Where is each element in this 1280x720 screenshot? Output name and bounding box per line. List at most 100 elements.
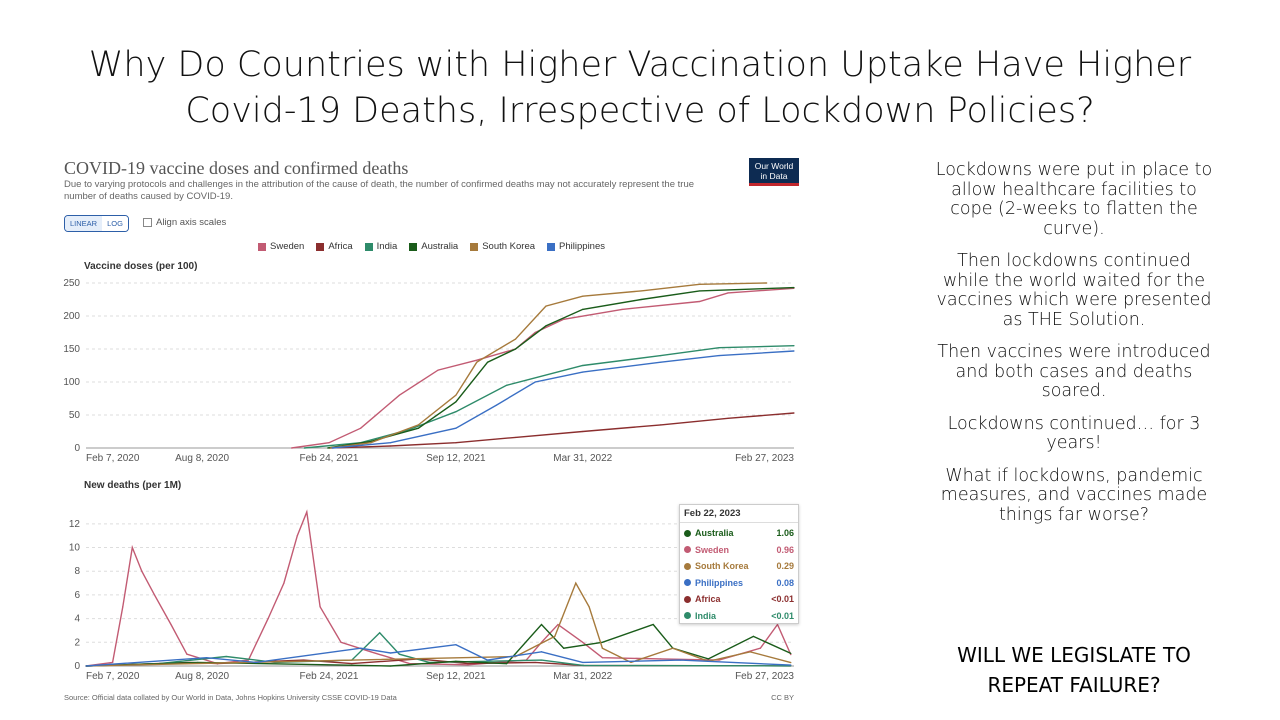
tooltip-name: Africa (695, 594, 721, 604)
chart-legend: Sweden Africa India Australia South Korea Phi… (258, 241, 605, 252)
data-point (652, 623, 654, 626)
tooltip-name: Australia (695, 528, 734, 538)
data-point (545, 305, 547, 307)
data-point (205, 657, 208, 659)
tooltip-row: Australia 1.06 (684, 525, 794, 541)
data-point (360, 647, 362, 649)
data-point (660, 361, 662, 363)
x-tick-label: Aug 8, 2020 (175, 671, 229, 682)
data-point (640, 290, 642, 292)
tooltip-row: India <0.01 (684, 608, 794, 624)
data-point (582, 308, 584, 310)
data-point (766, 282, 768, 284)
x-tick-label: Feb 24, 2021 (300, 671, 359, 682)
data-point (360, 427, 362, 429)
tooltip-value: 0.96 (776, 544, 794, 555)
data-point (329, 447, 331, 449)
x-tick-label: Mar 31, 2022 (553, 453, 612, 464)
data-point (545, 325, 547, 327)
owid-logo-line2: in Data (760, 171, 788, 181)
tooltip-value: 1.06 (776, 528, 794, 538)
data-point (328, 442, 330, 444)
owid-logo[interactable]: Our World in Data (749, 158, 799, 186)
legend-item[interactable]: Sweden (258, 241, 304, 252)
data-point (759, 647, 761, 649)
series-line-australia (327, 286, 795, 449)
y-tick-label: 6 (74, 590, 80, 601)
legend-item[interactable]: India (364, 241, 398, 252)
side-text: Lockdowns were put in place to allow hea… (932, 160, 1216, 538)
data-point (319, 606, 321, 608)
side-paragraph-5: What if lockdowns, pandemic measures, an… (940, 465, 1208, 525)
data-point (112, 661, 114, 664)
legend-item[interactable]: Africa (316, 241, 353, 252)
data-point (370, 440, 372, 442)
data-point (540, 659, 543, 661)
data-point (351, 663, 353, 665)
legend-label: Sweden (270, 241, 305, 252)
legend-label: South Korea (482, 241, 536, 252)
legend-swatch (470, 242, 479, 251)
data-point (389, 445, 392, 447)
data-point (793, 345, 795, 347)
data-point (506, 663, 508, 665)
data-point (718, 659, 720, 661)
data-point (534, 661, 536, 664)
series-line-south-korea (330, 282, 767, 449)
data-point (749, 651, 751, 653)
y-tick-label: 8 (74, 566, 80, 577)
source-note: Source: Official data collated by Our Wo… (64, 693, 397, 702)
tooltip-row: Sweden 0.96 (684, 542, 794, 558)
tooltip-name: Sweden (695, 544, 730, 555)
data-point (506, 384, 508, 386)
data-point (752, 635, 754, 637)
owid-logo-line1: Our World (754, 161, 794, 171)
data-point (131, 546, 133, 549)
data-point (170, 623, 172, 626)
chart-panel: COVID-19 vaccine doses and confirmed dea… (58, 152, 806, 708)
data-point (225, 655, 227, 658)
tooltip-dot (684, 546, 691, 553)
x-tick-label: Feb 7, 2020 (86, 671, 140, 682)
y-tick-label: 10 (69, 543, 81, 554)
side-paragraph-1: Lockdowns were put in place to allow hea… (935, 160, 1213, 239)
legend-item[interactable]: South Korea (470, 241, 535, 252)
data-point (340, 641, 342, 643)
data-point (557, 623, 559, 626)
linear-scale-button[interactable]: LINEAR (65, 216, 103, 231)
data-point (563, 318, 565, 320)
y-tick-label: 50 (69, 410, 81, 421)
align-axis-toggle[interactable]: Align axis scales (143, 217, 226, 228)
data-point (582, 664, 584, 667)
align-axis-checkbox[interactable] (143, 218, 152, 227)
x-tick-label: Sep 12, 2021 (426, 671, 486, 682)
data-point (582, 364, 584, 367)
data-point (718, 347, 720, 349)
y-tick-label: 0 (74, 443, 80, 454)
data-point (486, 361, 489, 363)
legend-label: India (376, 241, 398, 252)
data-point (707, 658, 709, 660)
data-point (790, 652, 792, 655)
slide-title: Why Do Countries with Higher Vaccination… (60, 42, 1220, 134)
tooltip-value: <0.01 (771, 610, 794, 621)
data-point (331, 447, 333, 449)
side-paragraph-4: Lockdowns continued… for 3 years! (947, 413, 1201, 453)
x-tick-label: Feb 27, 2023 (735, 453, 794, 464)
legend-item[interactable]: Australia (409, 241, 458, 252)
data-point (790, 661, 792, 664)
data-point (601, 647, 604, 649)
data-point (455, 401, 457, 403)
data-point (379, 632, 381, 634)
x-tick-label: Feb 27, 2023 (735, 671, 794, 682)
data-point (476, 361, 478, 363)
license-note[interactable]: CC BY (771, 693, 794, 702)
data-point (672, 647, 674, 649)
data-point (698, 300, 701, 303)
chart-title: COVID-19 vaccine doses and confirmed dea… (64, 158, 409, 178)
legend-item[interactable]: Philippines (547, 241, 605, 252)
tooltip-value: 0.29 (776, 561, 794, 571)
log-scale-button[interactable]: LOG (102, 216, 128, 231)
side-final-line2: REPEAT FAILURE? (987, 673, 1161, 697)
tooltip-name: South Korea (695, 561, 749, 571)
